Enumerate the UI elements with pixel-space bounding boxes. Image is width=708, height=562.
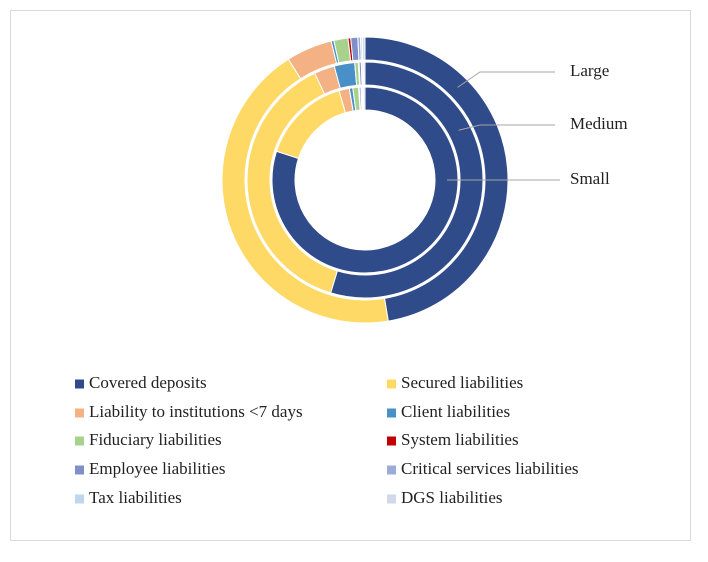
legend-swatch xyxy=(75,408,84,418)
ring-label: Medium xyxy=(570,114,628,133)
legend-label: Tax liabilities xyxy=(89,488,182,507)
legend-swatch xyxy=(75,436,84,446)
legend-label: Employee liabilities xyxy=(89,459,225,478)
ring-label: Small xyxy=(570,169,610,188)
legend-swatch xyxy=(387,465,396,475)
legend-swatch xyxy=(75,465,84,475)
leader-line xyxy=(457,71,555,88)
rings xyxy=(221,36,509,324)
legend-label: Liability to institutions <7 days xyxy=(89,402,303,421)
legend-label: DGS liabilities xyxy=(401,488,503,507)
legend-label: Covered deposits xyxy=(89,373,207,392)
legend-label: Secured liabilities xyxy=(401,373,523,392)
legend-label: Critical services liabilities xyxy=(401,459,579,478)
legend-label: Client liabilities xyxy=(401,402,510,421)
legend-label: Fiduciary liabilities xyxy=(89,430,222,449)
legend-swatch xyxy=(387,408,396,418)
leader-line xyxy=(458,124,555,131)
donut-segment xyxy=(363,61,366,86)
ring-label: Large xyxy=(570,61,609,80)
legend-swatch xyxy=(387,379,396,389)
donut-segment xyxy=(271,86,459,274)
donut-segment xyxy=(361,36,366,61)
ring-labels: Large Medium Small xyxy=(447,61,628,188)
legend-swatch xyxy=(387,436,396,446)
legend-label: System liabilities xyxy=(401,430,519,449)
legend-swatch xyxy=(75,494,84,504)
legend-swatch xyxy=(75,379,84,389)
legend-swatch xyxy=(387,494,396,504)
donut-segment xyxy=(362,86,366,111)
legend: Covered deposits Secured liabilities Liabi… xyxy=(75,373,579,507)
